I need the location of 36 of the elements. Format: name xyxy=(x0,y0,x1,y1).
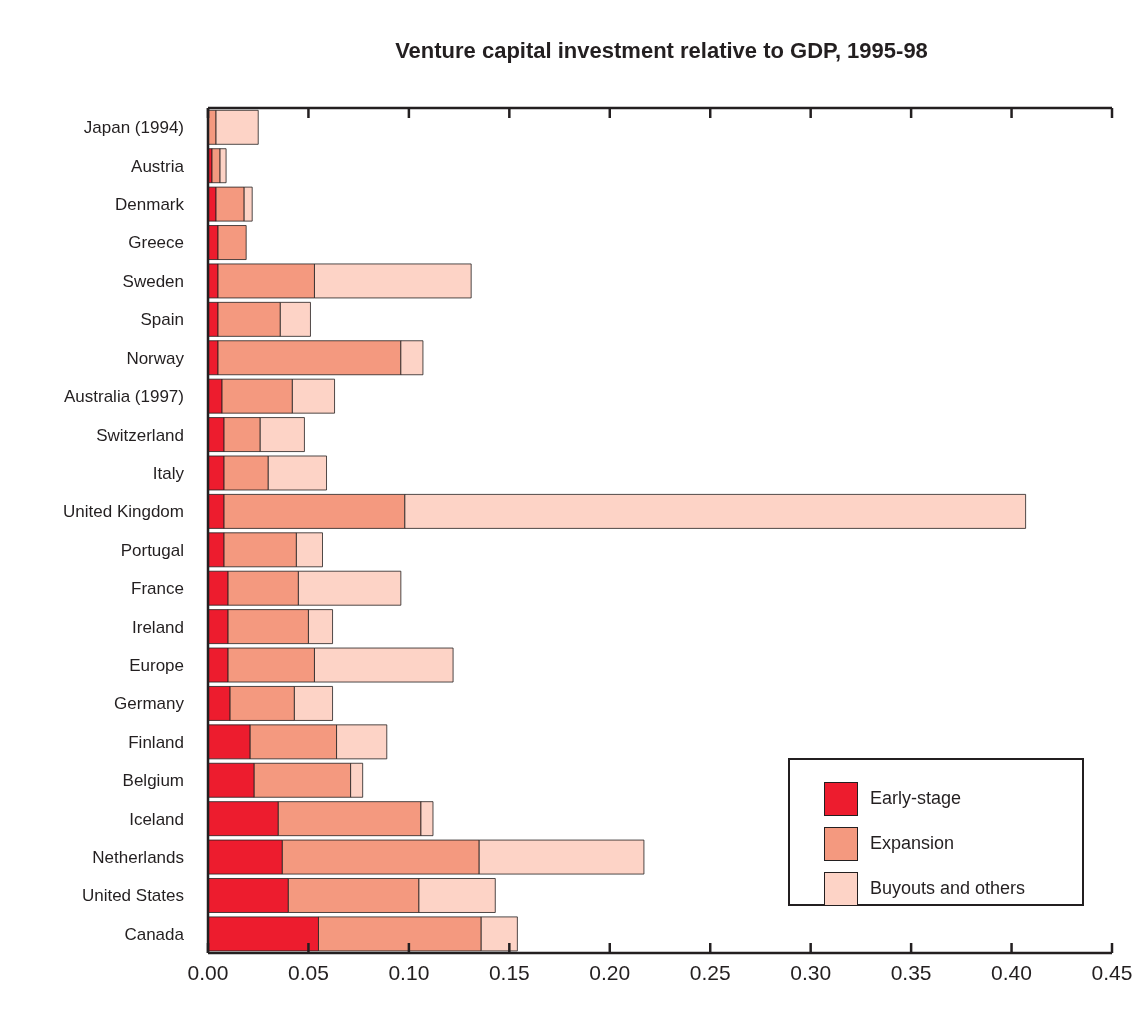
y-tick-label: United States xyxy=(81,886,184,906)
x-tick-label: 0.25 xyxy=(689,960,731,984)
chart-title: Venture capital investment relative to GDP, 1995-98 xyxy=(394,38,929,64)
y-tick-label: Austria xyxy=(131,156,185,176)
y-tick-label: France xyxy=(131,579,184,599)
x-tick-label: 0.10 xyxy=(388,960,430,984)
x-tick-label: 0.15 xyxy=(488,960,530,984)
y-tick-label: Europe xyxy=(129,655,184,675)
x-tick-label: 0.45 xyxy=(1091,960,1133,984)
legend-label: Buyouts and others xyxy=(870,878,1026,899)
legend-label: Early-stage xyxy=(870,788,962,809)
x-tick-label: 0.40 xyxy=(991,960,1032,984)
y-tick-label: Netherlands xyxy=(92,848,184,868)
y-tick-label: Denmark xyxy=(115,195,185,215)
y-tick-label: Italy xyxy=(152,463,185,483)
y-tick-label: Finland xyxy=(128,732,184,752)
x-tick-label: 0.35 xyxy=(890,960,932,984)
y-tick-label: Belgium xyxy=(122,771,184,791)
x-tick-label: 0.00 xyxy=(187,960,229,984)
y-tick-label: Australia (1997) xyxy=(63,387,184,407)
y-tick-label: Ireland xyxy=(132,617,184,637)
y-tick-label: Portugal xyxy=(120,540,184,560)
x-tick-label: 0.20 xyxy=(589,960,631,984)
y-tick-label: Germany xyxy=(114,694,185,714)
y-tick-label: Greece xyxy=(128,233,184,253)
y-tick-label: Sweden xyxy=(122,271,184,291)
legend-label: Expansion xyxy=(870,833,955,854)
y-tick-label: Iceland xyxy=(129,809,184,829)
y-tick-label: Switzerland xyxy=(96,425,184,445)
x-tick-label: 0.05 xyxy=(288,960,329,984)
y-tick-label: Spain xyxy=(140,310,184,330)
x-tick-label: 0.30 xyxy=(790,960,832,984)
y-tick-label: Norway xyxy=(126,348,185,368)
y-tick-label: Canada xyxy=(124,924,185,944)
y-tick-label: Japan (1994) xyxy=(83,118,184,138)
y-tick-label: United Kingdom xyxy=(63,502,184,522)
